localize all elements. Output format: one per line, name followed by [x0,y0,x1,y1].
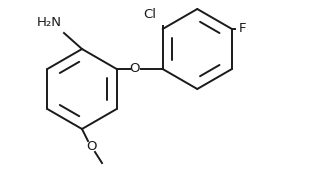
Text: O: O [129,63,140,75]
Text: F: F [239,22,247,36]
Text: H₂N: H₂N [37,16,62,29]
Text: Cl: Cl [144,8,157,21]
Text: O: O [87,141,97,153]
